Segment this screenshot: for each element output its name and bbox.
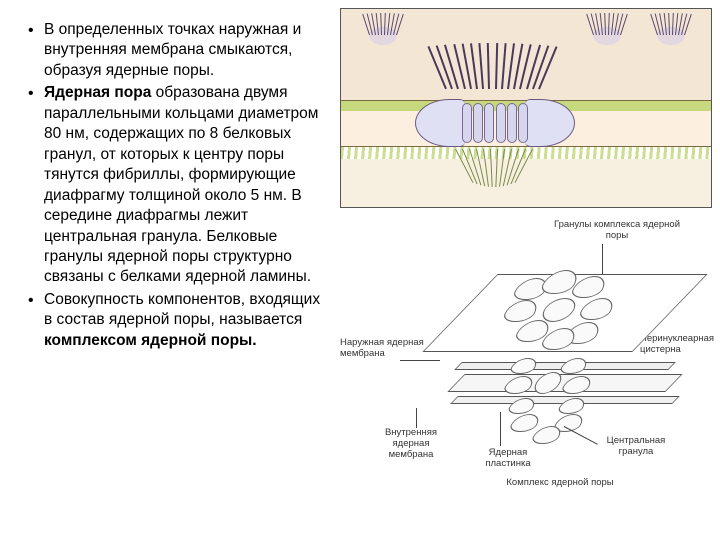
label-perinuclear: Перинуклеарная цистерна	[640, 334, 718, 356]
distant-pore	[363, 13, 403, 53]
figure-membrane-cross-section	[340, 8, 712, 208]
distant-pore	[587, 13, 627, 53]
bullet-2-rest: образована двумя параллельными кольцами …	[44, 84, 318, 285]
nuclear-pore-large	[415, 69, 575, 189]
bullet-3: Совокупность компонентов, входящих в сос…	[28, 290, 330, 351]
label-lamina: Ядерная пластинка	[478, 448, 538, 470]
label-complex: Комплекс ядерной поры	[480, 478, 640, 489]
distant-pore	[651, 13, 691, 53]
bullet-3-bold: комплексом ядерной поры.	[44, 332, 257, 349]
bullet-1: В определенных точках наружная и внутрен…	[28, 20, 330, 81]
granule	[508, 358, 541, 374]
granule	[529, 426, 565, 444]
granule	[558, 358, 591, 374]
bullet-2: Ядерная пора образована двумя параллельн…	[28, 83, 330, 288]
granule	[507, 414, 543, 432]
label-granules: Гранулы комплекса ядерной поры	[552, 220, 682, 242]
bullet-list: В определенных точках наружная и внутрен…	[28, 20, 330, 351]
label-central-granule: Центральная гранула	[596, 436, 676, 458]
bullet-1-text: В определенных точках наружная и внутрен…	[44, 21, 301, 79]
label-inner-membrane: Внутренняя ядерная мембрана	[376, 428, 446, 461]
figures-column: Гранулы комплекса ядерной поры Наружная …	[340, 0, 720, 540]
pore-wall-right	[525, 99, 575, 147]
figure-pore-complex-schematic: Гранулы комплекса ядерной поры Наружная …	[340, 216, 712, 516]
text-column: В определенных точках наружная и внутрен…	[0, 0, 340, 540]
pore-wall-left	[415, 99, 465, 147]
bullet-3-pre: Совокупность компонентов, входящих в сос…	[44, 291, 320, 328]
pore-granules-row	[461, 101, 529, 145]
label-outer-membrane: Наружная ядерная мембрана	[340, 338, 432, 360]
bullet-2-bold: Ядерная пора	[44, 84, 151, 101]
